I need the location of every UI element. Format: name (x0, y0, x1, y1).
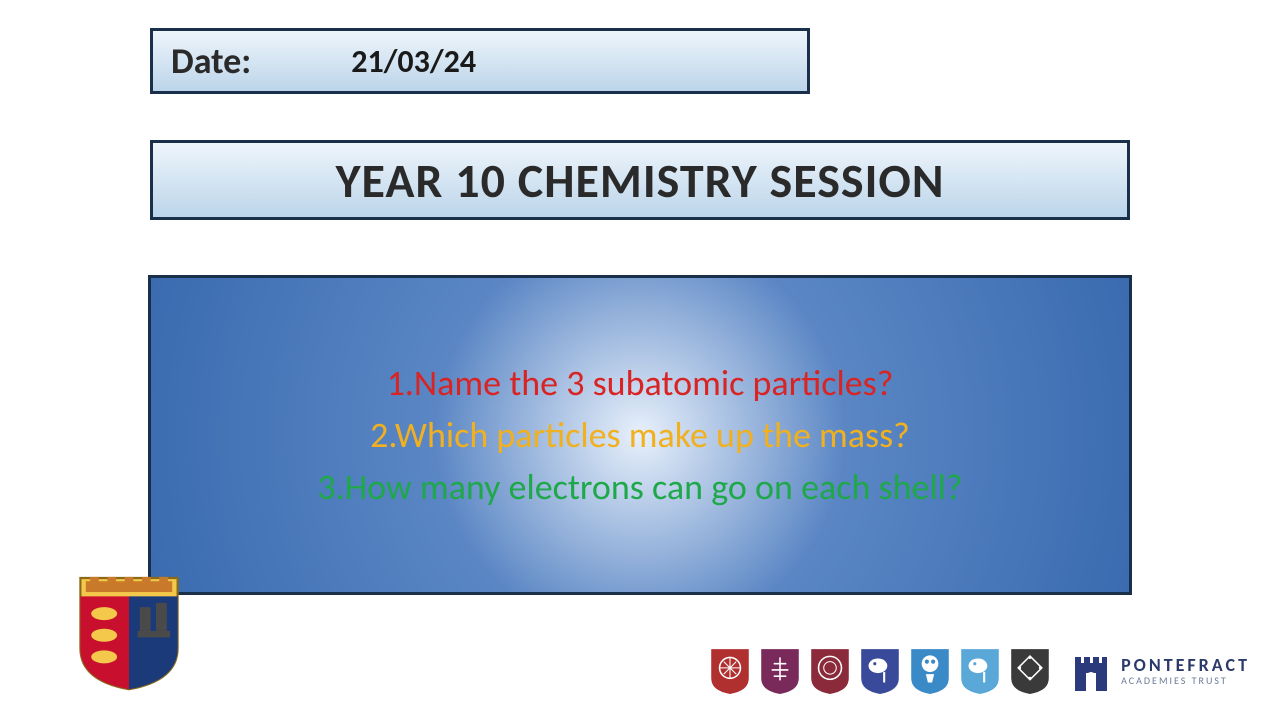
trust-sub: ACADEMIES TRUST (1121, 676, 1250, 686)
trust-logo: PONTEFRACT ACADEMIES TRUST (1071, 649, 1250, 693)
date-label: Date: (171, 39, 251, 83)
badge-5-icon (909, 647, 951, 695)
question-1: 1.Name the 3 subatomic particles? (387, 357, 894, 409)
question-2: 2.Which particles make up the mass? (370, 409, 910, 461)
badge-6-icon (959, 647, 1001, 695)
school-crest-icon (75, 572, 183, 692)
date-value: 21/03/24 (351, 42, 476, 81)
badge-4-icon (859, 647, 901, 695)
date-box: Date: 21/03/24 (150, 28, 810, 94)
badge-row: PONTEFRACT ACADEMIES TRUST (709, 647, 1250, 695)
trust-text: PONTEFRACT ACADEMIES TRUST (1121, 656, 1250, 686)
title-text: YEAR 10 CHEMISTRY SESSION (336, 151, 945, 210)
question-3: 3.How many electrons can go on each shel… (317, 461, 962, 513)
badge-1-icon (709, 647, 751, 695)
trust-name: PONTEFRACT (1121, 656, 1250, 674)
badge-2-icon (759, 647, 801, 695)
title-box: YEAR 10 CHEMISTRY SESSION (150, 140, 1130, 220)
badge-3-icon (809, 647, 851, 695)
trust-castle-icon (1071, 649, 1111, 693)
badge-7-icon (1009, 647, 1051, 695)
questions-box: 1.Name the 3 subatomic particles? 2.Whic… (148, 275, 1132, 595)
